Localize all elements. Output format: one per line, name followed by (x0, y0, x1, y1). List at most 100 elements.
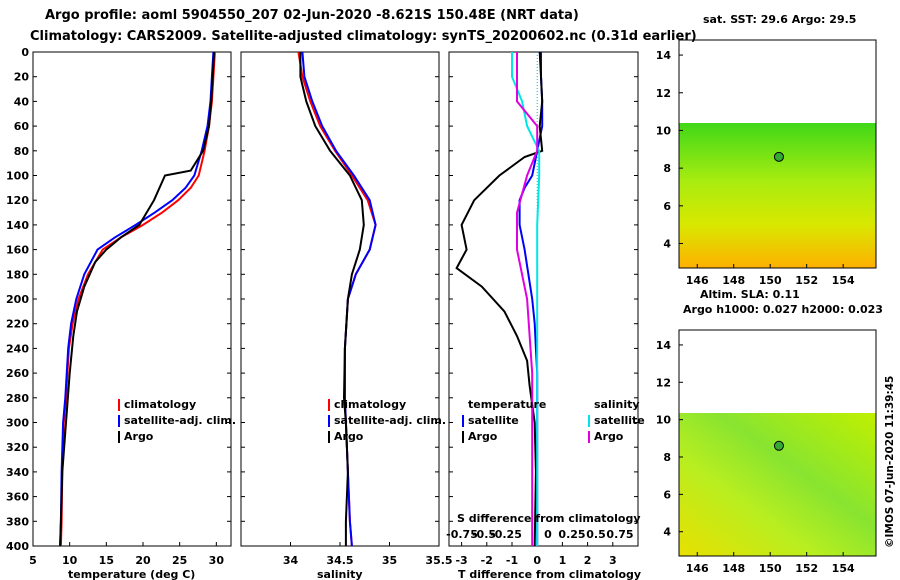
salinity-profile-series (297, 52, 377, 546)
difference-legend: temperature satellite Argo salinity sate… (462, 398, 645, 443)
map-x-tick-label: 148 (722, 562, 745, 575)
depth-tick-label: 340 (6, 466, 29, 479)
depth-tick-label: 80 (14, 145, 30, 158)
depth-ticks: 0 20 40 60 80 100 120 140 160 180 200 220 240 260 280 3… (6, 46, 638, 553)
sla-map-title: Altim. SLA: 0.11 (700, 288, 800, 301)
series-line-satellite-adj-clim- (59, 52, 215, 546)
argo-position-marker (773, 151, 784, 162)
depth-tick-label: 60 (14, 120, 30, 133)
diff-legend-temperature-header: temperature (468, 398, 546, 411)
depth-tick-label: 140 (6, 219, 29, 232)
x-tick-label: 34.5 (326, 554, 353, 567)
map-y-tick-label: 6 (663, 488, 671, 501)
map-y-tick-label: 4 (663, 526, 671, 539)
diff-legend-sal-satellite-label: satellite (594, 414, 645, 427)
series-line-argo (299, 52, 365, 546)
sal-legend-argo-label: Argo (334, 430, 364, 443)
map-x-tick-label: 146 (686, 562, 709, 575)
s-diff-tick-label: -0.5 (472, 528, 496, 541)
figure-title-line2: Climatology: CARS2009. Satellite-adjuste… (30, 29, 697, 44)
map-y-tick-label: 14 (656, 49, 672, 62)
t-difference-axis-label: T difference from climatology (458, 568, 641, 580)
sla-map-subtitle: Argo h1000: 0.027 h2000: 0.023 (683, 303, 883, 316)
diff-legend-satellite-label: satellite (468, 414, 519, 427)
argo-position-marker (773, 440, 784, 451)
depth-tick-label: 200 (6, 293, 29, 306)
temperature-axis-label: temperature (deg C) (68, 568, 195, 580)
map-x-tick-label: 152 (795, 562, 818, 575)
depth-tick-label: 40 (14, 95, 30, 108)
depth-tick-label: 320 (6, 441, 29, 454)
diff-legend-salinity-header: salinity (594, 398, 640, 411)
depth-tick-label: 0 (21, 46, 29, 59)
sla-heatmap (679, 413, 876, 556)
s-diff-tick-label: 0.75 (606, 528, 633, 541)
map-x-tick-label: 150 (759, 562, 782, 575)
legend-satellite-label: satellite-adj. clim. (124, 414, 236, 427)
x-tick-label: 1 (559, 554, 567, 567)
map-y-tick-label: 10 (656, 414, 672, 427)
diff-legend-argo-label: Argo (468, 430, 498, 443)
map-y-tick-label: 8 (663, 162, 671, 175)
sst-map-frame (678, 39, 877, 269)
depth-tick-label: 120 (6, 194, 29, 207)
map-y-tick-label: 8 (663, 451, 671, 464)
s-diff-tick-label: 0.25 (558, 528, 585, 541)
map-x-tick-label: 154 (832, 562, 855, 575)
x-tick-label: 25 (172, 554, 187, 567)
legend-argo-label: Argo (124, 430, 154, 443)
x-tick-label: 3 (609, 554, 617, 567)
series-line-argo (59, 52, 216, 546)
series-line-satellite-adj-clim- (301, 52, 377, 546)
depth-tick-label: 280 (6, 392, 29, 405)
depth-tick-label: 220 (6, 318, 29, 331)
sal-legend-satellite-label: satellite-adj. clim. (334, 414, 446, 427)
x-tick-label: 0 (533, 554, 541, 567)
salinity-plot-frame (240, 51, 440, 547)
map-x-tick-label: 154 (832, 274, 855, 287)
temperature-legend: climatology satellite-adj. clim. Argo (118, 398, 236, 443)
map-x-tick-label: 152 (795, 274, 818, 287)
map-y-tick-label: 4 (663, 238, 671, 251)
footer-credit: ©IMOS 07-Jun-2020 11:39:45 (884, 376, 896, 548)
x-tick-label: 35.5 (425, 554, 452, 567)
series-line-climatology (59, 52, 216, 546)
difference-plot-frame (448, 51, 639, 547)
s-difference-axis-label: S difference from climatology (457, 512, 641, 525)
depth-tick-label: 100 (6, 170, 29, 183)
map-y-tick-label: 10 (656, 124, 672, 137)
diff-legend-sal-argo-label: Argo (594, 430, 624, 443)
x-tick-label: 5 (29, 554, 37, 567)
depth-tick-label: 240 (6, 342, 29, 355)
x-tick-label: 35 (382, 554, 397, 567)
salinity-axis-label: salinity (317, 568, 363, 580)
x-tick-label: 34 (283, 554, 299, 567)
x-tick-label: 2 (584, 554, 592, 567)
s-diff-tick-label: -0.25 (490, 528, 522, 541)
depth-tick-label: 260 (6, 367, 29, 380)
temperature-profile-series (59, 52, 216, 546)
x-tick-label: -1 (506, 554, 518, 567)
x-tick-label: 20 (135, 554, 151, 567)
depth-tick-label: 300 (6, 417, 29, 430)
sla-map-frame (678, 329, 877, 557)
depth-tick-label: 380 (6, 515, 29, 528)
legend-climatology-label: climatology (124, 398, 196, 411)
sal-legend-climatology-label: climatology (334, 398, 406, 411)
depth-tick-label: 160 (6, 244, 29, 257)
salinity-legend: climatology satellite-adj. clim. Argo (328, 398, 446, 443)
difference-profile-series (455, 52, 544, 546)
depth-tick-label: 360 (6, 491, 29, 504)
s-diff-tick-label: -0.75 (446, 528, 478, 541)
x-tick-label: 30 (209, 554, 225, 567)
x-tick-label: 10 (62, 554, 78, 567)
x-tick-label: 15 (99, 554, 114, 567)
s-diff-tick-label: 0.5 (586, 528, 606, 541)
series-line-climatology (297, 52, 377, 546)
x-tick-label: -2 (481, 554, 493, 567)
sst-heatmap (679, 123, 876, 268)
series-line-salinity-argo (516, 52, 539, 546)
map-y-tick-label: 12 (656, 87, 671, 100)
s-diff-tick-label: 0 (544, 528, 552, 541)
